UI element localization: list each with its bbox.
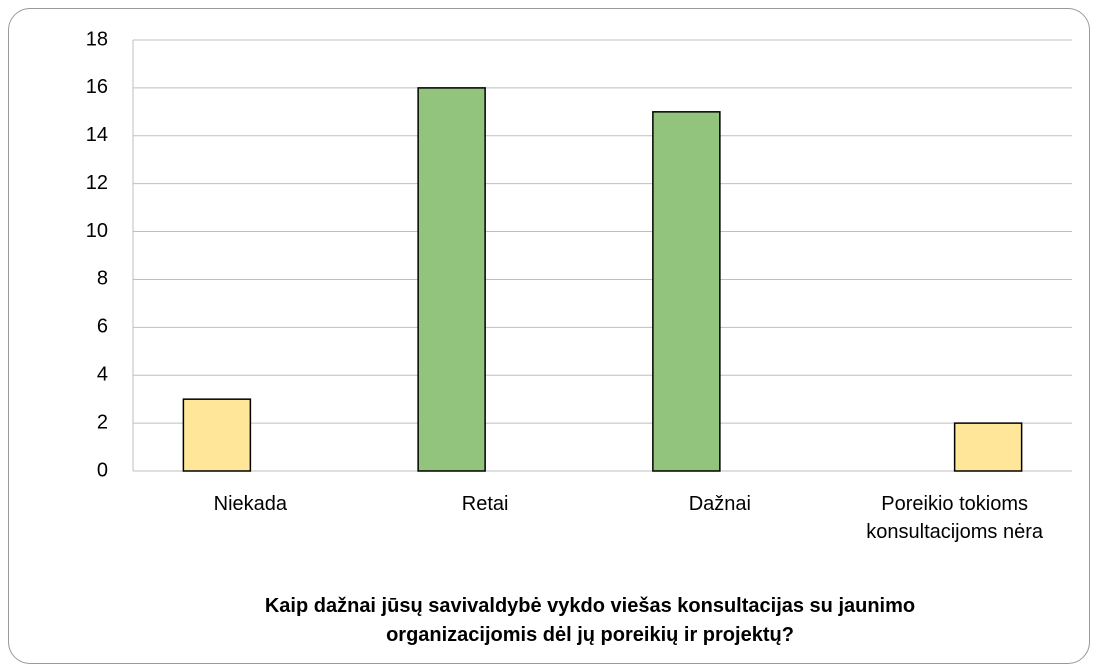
y-tick-label: 2 — [97, 411, 108, 433]
y-tick-label: 18 — [86, 28, 108, 50]
y-tick-label: 8 — [97, 268, 108, 290]
bar — [652, 111, 721, 472]
x-tick-label: Retai — [461, 493, 509, 515]
chart-frame — [8, 8, 1090, 664]
bar — [953, 422, 1023, 472]
y-tick-label: 14 — [86, 124, 108, 146]
y-tick-label: 0 — [97, 459, 108, 481]
y-tick-label: 16 — [86, 76, 108, 98]
x-tick-label: Poreikio tokioms konsultacijoms nėra — [866, 493, 1043, 543]
x-tick-label: Niekada — [213, 493, 288, 515]
bar — [417, 87, 486, 472]
x-tick-label: Dažnai — [688, 493, 751, 515]
y-tick-label: 6 — [97, 316, 108, 338]
chart-title: Kaip dažnai jūsų savivaldybė vykdo vieša… — [264, 595, 916, 646]
y-tick-label: 12 — [86, 172, 108, 194]
y-tick-label: 4 — [97, 364, 108, 386]
y-tick-label: 10 — [86, 220, 108, 242]
bar — [182, 398, 252, 472]
